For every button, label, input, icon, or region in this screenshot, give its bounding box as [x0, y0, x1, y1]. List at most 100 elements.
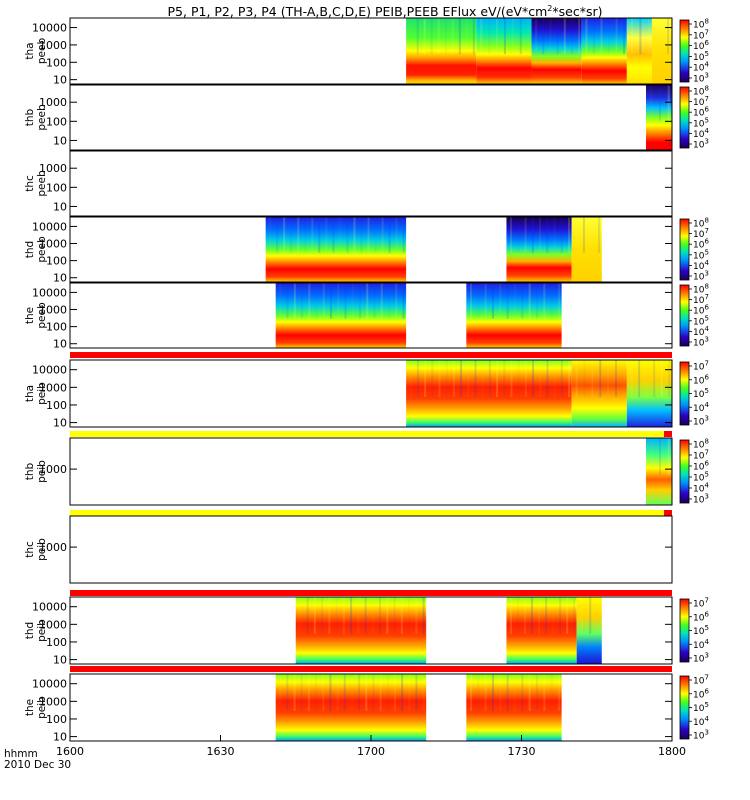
x-tick-label: 1730 [508, 745, 536, 758]
data-block-3 [581, 18, 627, 84]
data-striation [667, 438, 670, 475]
data-striation [469, 283, 472, 319]
data-block-1 [571, 360, 627, 427]
colorbar-label: 106 [693, 610, 709, 623]
colorbar-label: 104 [693, 259, 709, 272]
data-striation [351, 283, 354, 319]
y-tick-label: 100 [46, 713, 67, 726]
data-striation [568, 360, 571, 397]
colorbar [679, 284, 690, 347]
y-tick-label: 100 [46, 255, 67, 268]
panel-probe-label: tha [24, 385, 36, 402]
y-tick-label: 10000 [32, 286, 67, 299]
colorbar-label: 103 [693, 729, 709, 742]
colorbar-label: 103 [693, 336, 709, 349]
data-striation [477, 283, 480, 319]
data-striation [415, 597, 418, 634]
data-striation [330, 283, 333, 319]
data-striation [653, 360, 656, 397]
data-striation [538, 597, 541, 634]
colorbar-label: 103 [693, 652, 709, 665]
status-bar-end [664, 431, 672, 437]
data-striation [458, 18, 461, 55]
data-block-1 [476, 18, 532, 84]
data-striation [328, 597, 331, 634]
data-striation [393, 674, 396, 711]
data-striation [631, 18, 634, 55]
colorbar [679, 598, 690, 663]
data-striation [528, 674, 531, 711]
data-striation [430, 18, 433, 55]
colorbar-label: 103 [693, 138, 709, 151]
data-striation [598, 217, 601, 253]
data-striation [630, 360, 633, 397]
panel-probe-label: the [24, 307, 36, 324]
data-striation [659, 438, 661, 475]
data-striation [366, 283, 369, 319]
panel-probe-label: the [24, 699, 36, 716]
panel-probe-label: thd [24, 241, 36, 258]
data-striation [279, 283, 282, 319]
colorbar-label: 104 [693, 61, 709, 74]
data-striation [380, 283, 383, 319]
data-striation [552, 597, 555, 634]
y-tick-label: 1000 [39, 96, 67, 109]
data-striation [388, 217, 391, 253]
y-tick-label: 1000 [39, 618, 67, 631]
data-striation [623, 18, 626, 55]
data-striation [650, 85, 653, 121]
data-striation [510, 360, 513, 397]
data-striation [350, 674, 353, 711]
data-striation [395, 283, 398, 319]
data-striation [491, 283, 494, 319]
data-striation [408, 674, 411, 711]
colorbar-label: 105 [693, 50, 709, 63]
y-tick-label: 100 [46, 399, 67, 412]
data-striation [381, 217, 384, 253]
panel-frame [69, 150, 673, 217]
colorbar-label: 107 [693, 360, 709, 373]
data-striation [553, 360, 556, 397]
data-striation [472, 18, 475, 55]
colorbar-label: 104 [693, 482, 709, 495]
data-block-4 [626, 18, 652, 84]
colorbar-label: 104 [693, 638, 709, 651]
data-striation [549, 18, 552, 55]
y-tick-label: 1000 [39, 381, 67, 394]
y-tick-label: 10 [53, 338, 67, 351]
data-striation [575, 217, 578, 253]
data-striation [506, 674, 509, 711]
data-striation [496, 360, 499, 397]
y-tick-label: 1000 [39, 162, 67, 175]
data-striation [531, 597, 534, 634]
chart-title: P5, P1, P2, P3, P4 (TH-A,B,C,D,E) PEIB,P… [168, 4, 603, 19]
y-tick-label: 10000 [32, 220, 67, 233]
data-striation [510, 217, 513, 253]
data-striation [276, 217, 279, 253]
data-striation [484, 674, 487, 711]
data-striation [395, 217, 398, 253]
data-striation [589, 597, 592, 634]
data-striation [563, 18, 566, 55]
panel-data [275, 674, 562, 741]
status-bar [70, 352, 672, 358]
data-striation [279, 674, 282, 711]
data-striation [639, 18, 642, 55]
data-striation [297, 217, 300, 253]
colorbar [679, 439, 690, 504]
panel-instrument-label: peib [36, 382, 48, 405]
colorbar-label: 105 [693, 471, 709, 484]
colorbar-label: 106 [693, 460, 709, 473]
data-striation [437, 18, 440, 55]
panel-probe-label: tha [24, 42, 36, 59]
data-block-0 [295, 597, 427, 664]
colorbar-label: 103 [693, 493, 709, 506]
colorbar-label: 107 [693, 597, 709, 610]
panel-instrument-label: peeb [36, 236, 48, 263]
data-striation [590, 217, 593, 253]
data-striation [545, 597, 548, 634]
panel-probe-label: thd [24, 622, 36, 639]
